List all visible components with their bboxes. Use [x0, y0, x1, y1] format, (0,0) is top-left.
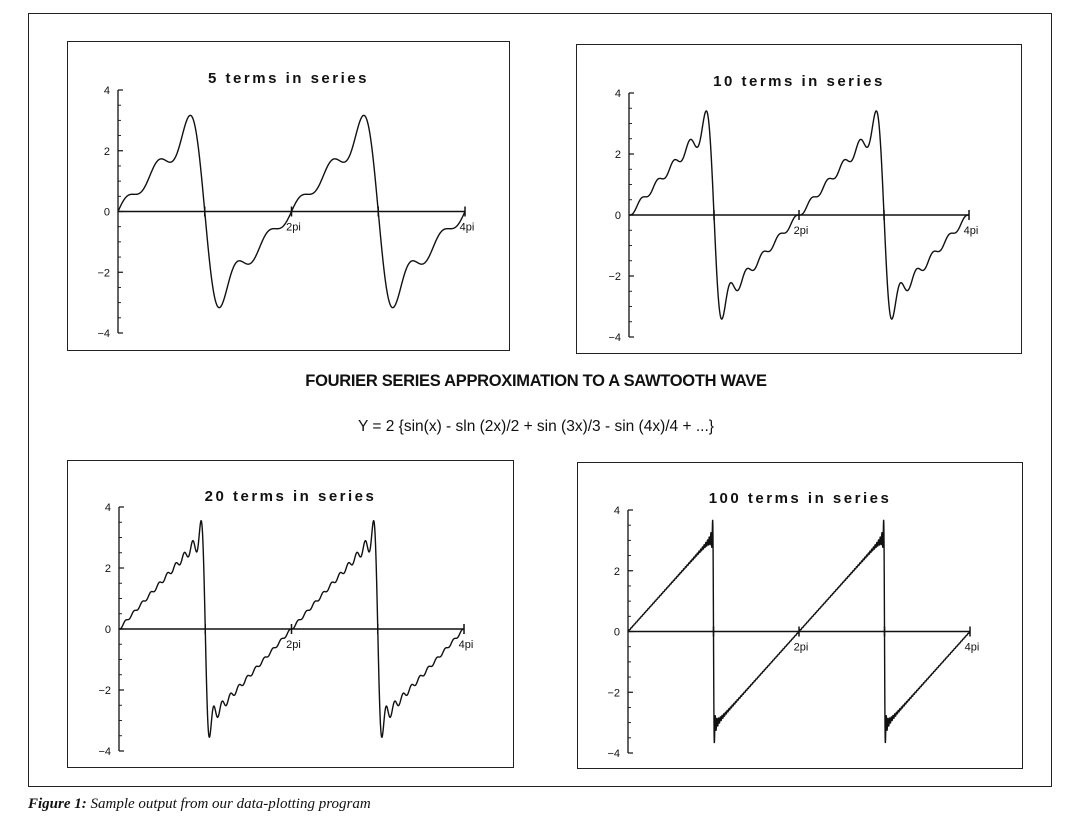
- y-tick-label: −4: [98, 746, 111, 758]
- y-tick-label: −4: [97, 328, 110, 340]
- series-line: [627, 519, 971, 744]
- y-tick-label: 4: [104, 85, 110, 97]
- x-tick-label: 2pi: [286, 222, 301, 234]
- y-tick-label: −4: [608, 332, 621, 344]
- chart-title: 100 terms in series: [708, 490, 892, 507]
- chart-panel-20-terms: 20 terms in series 4 2 0 −2 −4 2pi 4pi: [67, 460, 514, 768]
- y-tick-label: 4: [614, 505, 620, 517]
- x-tick-label: 4pi: [964, 225, 979, 237]
- chart-plot-10-terms: 4 2 0 −2 −4 2pi 4pi: [608, 88, 979, 344]
- caption-label: Figure 1:: [28, 796, 87, 812]
- y-tick-label: −4: [607, 748, 620, 760]
- y-tick-label: 2: [615, 149, 621, 161]
- x-tick-label: 2pi: [286, 639, 301, 651]
- chart-plot-100-terms: 4 2 0 −2 −4 2pi 4pi: [607, 505, 980, 760]
- y-tick-label: 0: [105, 624, 111, 636]
- chart-title: 5 terms in series: [208, 70, 369, 87]
- y-tick-label: 0: [614, 627, 620, 639]
- x-tick-label: 4pi: [460, 222, 475, 234]
- figure-caption: Figure 1: Sample output from our data-pl…: [28, 796, 371, 813]
- series-line: [628, 110, 970, 320]
- chart-title: 20 terms in series: [204, 488, 377, 505]
- y-tick-label: 4: [105, 502, 111, 514]
- chart-panel-10-terms: 10 terms in series 4 2 0 −2 −4 2pi 4pi: [576, 44, 1022, 354]
- y-tick-label: 2: [614, 566, 620, 578]
- x-tick-label: 4pi: [965, 642, 980, 654]
- y-tick-label: 0: [104, 207, 110, 219]
- y-tick-label: −2: [98, 685, 111, 697]
- chart-plot-20-terms: 4 2 0 −2 −4 2pi 4pi: [98, 502, 474, 758]
- chart-panel-100-terms: 100 terms in series 4 2 0 −2 −4 2pi 4pi: [577, 462, 1023, 769]
- caption-text: Sample output from our data-plotting pro…: [90, 796, 371, 812]
- series-line: [118, 520, 465, 739]
- figure-formula: Y = 2 {sin(x) - sln (2x)/2 + sin (3x)/3 …: [358, 418, 714, 435]
- y-tick-label: −2: [97, 267, 110, 279]
- y-tick-label: −2: [607, 687, 620, 699]
- x-tick-label: 4pi: [459, 639, 474, 651]
- figure-frame: [28, 13, 1052, 787]
- chart-panel-5-terms: 5 terms in series 4 2 0 −2 −4 2pi 4pi: [67, 41, 510, 351]
- y-tick-label: −2: [608, 271, 621, 283]
- x-tick-label: 2pi: [794, 642, 809, 654]
- y-tick-label: 2: [105, 563, 111, 575]
- figure-main-title: FOURIER SERIES APPROXIMATION TO A SAWTOO…: [305, 372, 767, 390]
- chart-plot-5-terms: 4 2 0 −2 −4 2pi 4pi: [97, 85, 475, 340]
- y-tick-label: 2: [104, 146, 110, 158]
- series-line: [117, 114, 466, 309]
- x-tick-label: 2pi: [794, 225, 809, 237]
- y-tick-label: 0: [615, 210, 621, 222]
- y-tick-label: 4: [615, 88, 621, 100]
- chart-title: 10 terms in series: [713, 73, 885, 90]
